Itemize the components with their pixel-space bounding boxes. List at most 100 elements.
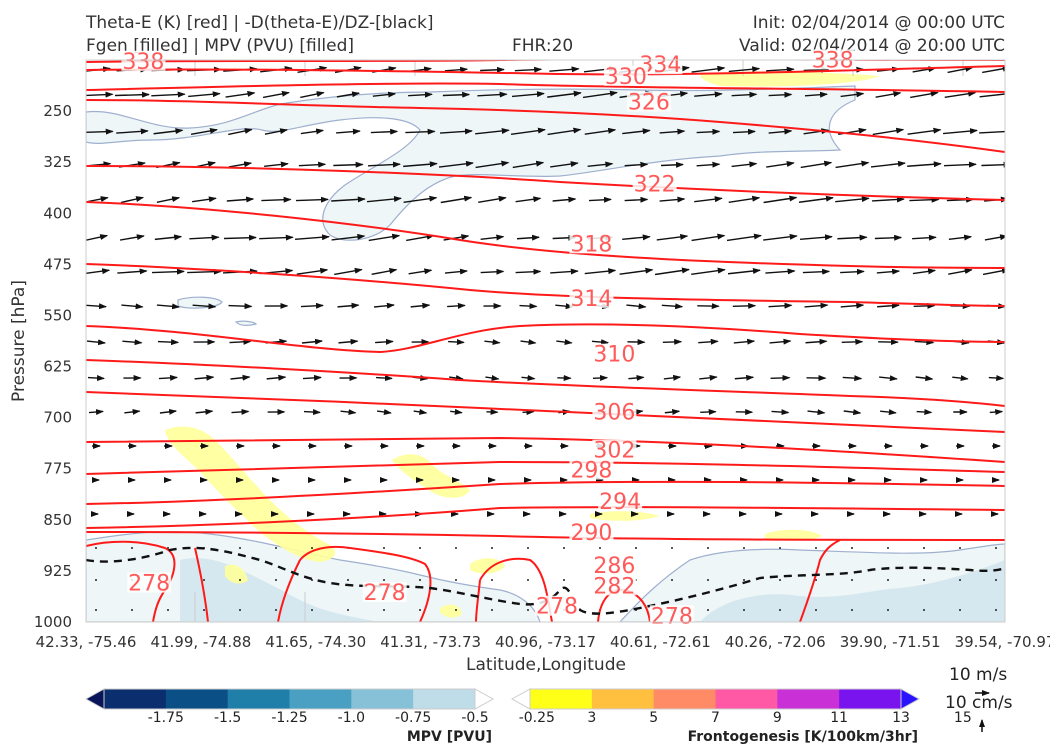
wind-vector-arrow bbox=[942, 128, 978, 135]
colorbar-extend-max bbox=[900, 688, 921, 710]
contour-label-bg bbox=[569, 287, 614, 308]
wind-vector-arrow bbox=[122, 339, 143, 346]
colorbar-tick-label: -0.25 bbox=[519, 710, 555, 726]
theta-contour-318 bbox=[86, 201, 1005, 269]
theta-contour-282 bbox=[86, 531, 1005, 541]
wind-vector-arrow bbox=[374, 302, 395, 309]
wind-vector-arrow bbox=[877, 302, 900, 309]
wind-vector-arrow bbox=[694, 196, 723, 203]
contour-label: 282 bbox=[593, 574, 635, 599]
contour-label-bg bbox=[626, 91, 671, 112]
mpv-region-lower-right-dark bbox=[700, 560, 1005, 622]
valid-time-label: Valid: 02/04/2014 @ 20:00 UTC bbox=[739, 36, 1005, 56]
wind-vector-arrow bbox=[556, 339, 573, 346]
x-tick-label: 41.99, -74.88 bbox=[150, 633, 251, 651]
theta-contour-310 bbox=[86, 323, 1005, 354]
wind-vector-arrow bbox=[733, 338, 756, 345]
wind-vector-arrow bbox=[294, 234, 330, 241]
wind-vector-arrow bbox=[798, 195, 834, 203]
theta-contour-338 bbox=[86, 60, 1005, 63]
colorbar-extend-max bbox=[474, 688, 495, 710]
wind-vector-arrow bbox=[807, 409, 826, 416]
wind-vector-arrow bbox=[336, 128, 361, 135]
title-left-line1: Theta-E (K) [red] | -D(theta-E)/DZ-[blac… bbox=[86, 13, 434, 33]
wind-vector-arrow bbox=[591, 339, 610, 346]
colorbar-swatch bbox=[351, 689, 414, 709]
colorbar-extend-min bbox=[510, 688, 531, 710]
wind-vector-arrow bbox=[192, 303, 217, 310]
colorbar-tick-label: 15 bbox=[954, 710, 972, 726]
wind-vector-arrow bbox=[301, 338, 324, 345]
colorbar-tick-label: 5 bbox=[649, 710, 658, 726]
wind-vector-arrow bbox=[763, 233, 798, 241]
contour-label: 310 bbox=[593, 343, 635, 368]
wind-vector-arrow bbox=[475, 127, 510, 135]
wind-vector-arrow bbox=[952, 375, 969, 382]
mpv-region-small-2 bbox=[234, 320, 258, 326]
wind-vector-arrow bbox=[302, 374, 323, 381]
wind-vector-arrow bbox=[663, 374, 682, 381]
theta-contour-330 bbox=[86, 82, 1005, 93]
wind-vector-arrow bbox=[376, 409, 392, 415]
wind-vector-arrow bbox=[337, 302, 360, 309]
y-axis-label: Pressure [hPa] bbox=[9, 280, 29, 402]
wind-vector-arrow bbox=[691, 233, 726, 242]
wind-vector-arrow bbox=[547, 90, 582, 98]
wind-vector-arrow bbox=[511, 91, 545, 98]
wind-vector-arrow bbox=[914, 339, 935, 346]
wind-vector-arrow bbox=[910, 90, 939, 99]
contour-label: 318 bbox=[570, 232, 612, 257]
wind-vector-arrow bbox=[228, 303, 253, 310]
wind-vector-arrow bbox=[87, 375, 105, 382]
contour-label: 286 bbox=[593, 554, 635, 579]
wind-vector-arrow bbox=[800, 160, 833, 169]
theta-contour-306 bbox=[86, 359, 1005, 407]
wind-vector-arrow bbox=[512, 160, 545, 169]
wind-vector-arrow bbox=[230, 374, 251, 381]
wind-vector-arrow bbox=[438, 160, 474, 168]
wind-vector-arrow bbox=[696, 128, 721, 135]
wind-vector-arrow bbox=[406, 233, 435, 242]
wind-vector-arrow bbox=[231, 408, 250, 415]
wind-vector-arrow bbox=[485, 374, 500, 381]
wind-vector-arrow bbox=[728, 195, 761, 203]
wind-vector-arrow bbox=[547, 127, 582, 136]
y-tick-label: 250 bbox=[43, 102, 72, 120]
wind-vector-arrow bbox=[372, 91, 397, 98]
wind-vector-arrow bbox=[121, 303, 144, 310]
wind-vector-arrow bbox=[439, 128, 473, 135]
wind-vector-arrow bbox=[188, 91, 221, 98]
wind-vector-arrow bbox=[907, 127, 942, 135]
wind-vector-arrow bbox=[370, 128, 399, 135]
wind-vector-arrow bbox=[340, 409, 357, 416]
wind-vector-arrow bbox=[691, 65, 726, 73]
wind-vector-arrow bbox=[224, 234, 257, 241]
contour-label-bg bbox=[638, 54, 683, 75]
wind-vector-arrow bbox=[766, 161, 795, 168]
wind-vector-arrow bbox=[413, 408, 428, 415]
wind-vector-arrow bbox=[619, 267, 654, 275]
wind-vector-arrow bbox=[582, 90, 618, 99]
wind-vector-arrow bbox=[88, 409, 104, 415]
wind-vector-arrow bbox=[515, 268, 542, 275]
colorbar-swatch bbox=[227, 689, 290, 709]
x-tick-label: 41.65, -74.30 bbox=[265, 633, 366, 651]
contour-label-bg bbox=[121, 50, 166, 71]
theta-contour-286 bbox=[86, 506, 1005, 529]
mpv-colorbar: -1.75 -1.5 -1.25 -1.0 -0.75 -0.5 -0.25 MPV [PVU… bbox=[84, 688, 555, 745]
wind-vector-arrow bbox=[915, 375, 934, 382]
x-tick-label: 41.31, -73.73 bbox=[380, 633, 481, 651]
wind-vector-arrow bbox=[913, 302, 936, 309]
wind-vector-arrow bbox=[262, 90, 290, 99]
wind-vector-arrow bbox=[803, 66, 830, 73]
contour-label: 306 bbox=[593, 401, 635, 426]
theta-contour-278-left bbox=[86, 540, 176, 622]
wind-vector-arrow bbox=[622, 128, 651, 135]
wind-vector-arrow bbox=[376, 375, 393, 382]
contour-label-bg bbox=[534, 595, 579, 616]
reference-vector-key: 10 m/s 10 cm/s bbox=[945, 665, 1013, 732]
wind-vector-arrow bbox=[114, 91, 150, 98]
wind-vector-arrow bbox=[117, 268, 148, 275]
wind-vector-arrow bbox=[338, 338, 359, 345]
